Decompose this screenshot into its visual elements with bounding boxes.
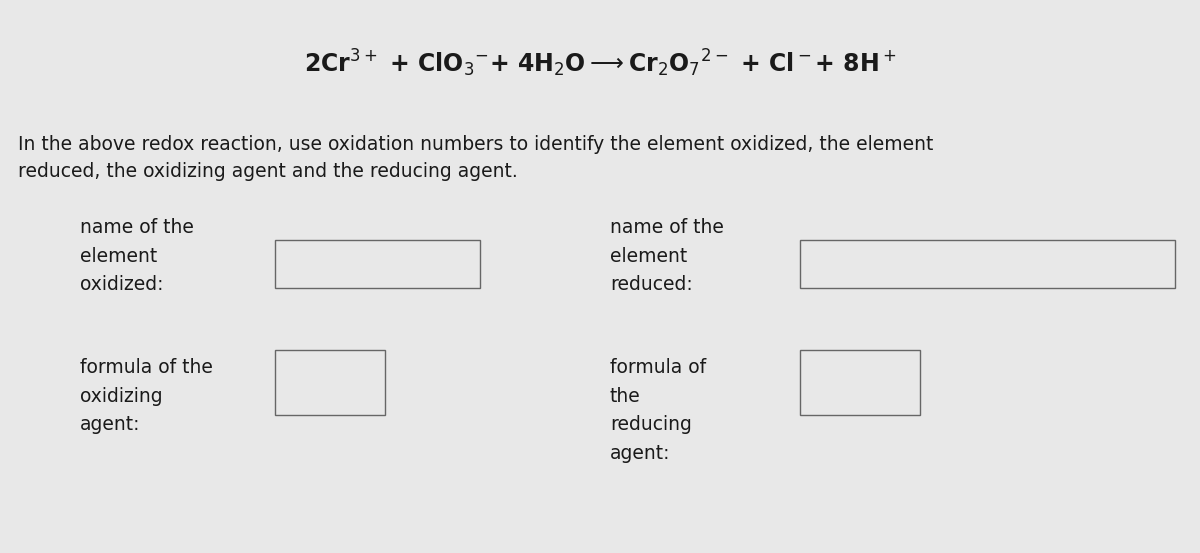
Text: 2Cr$^{3+}$ + ClO$_3$$^{-}$+ 4H$_2$O$\longrightarrow$Cr$_2$O$_7$$^{2-}$ + Cl$^-$+: 2Cr$^{3+}$ + ClO$_3$$^{-}$+ 4H$_2$O$\lon… bbox=[304, 48, 896, 79]
Text: name of the
element
reduced:: name of the element reduced: bbox=[610, 218, 724, 295]
FancyBboxPatch shape bbox=[800, 350, 920, 415]
Text: In the above redox reaction, use oxidation numbers to identify the element oxidi: In the above redox reaction, use oxidati… bbox=[18, 135, 934, 181]
FancyBboxPatch shape bbox=[800, 240, 1175, 288]
FancyBboxPatch shape bbox=[275, 350, 385, 415]
Text: formula of
the
reducing
agent:: formula of the reducing agent: bbox=[610, 358, 706, 463]
FancyBboxPatch shape bbox=[275, 240, 480, 288]
Text: formula of the
oxidizing
agent:: formula of the oxidizing agent: bbox=[80, 358, 212, 435]
Text: name of the
element
oxidized:: name of the element oxidized: bbox=[80, 218, 194, 295]
